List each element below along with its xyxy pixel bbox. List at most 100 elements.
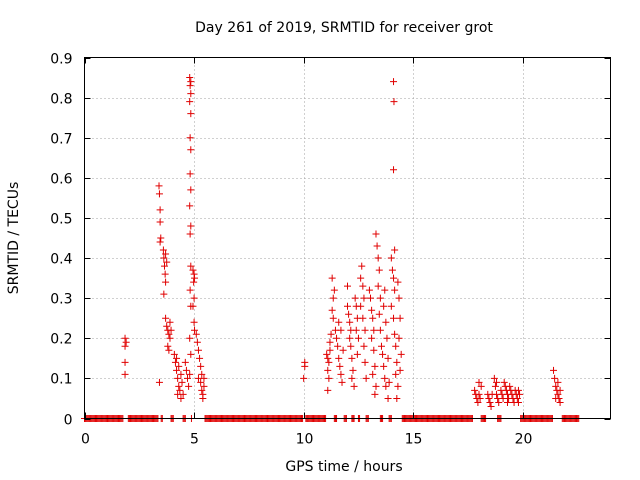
- data-point: [380, 302, 388, 310]
- data-point: [339, 346, 347, 354]
- data-point: [372, 230, 380, 238]
- data-point: [367, 294, 375, 302]
- data-point: [175, 362, 183, 370]
- data-point: [391, 246, 399, 254]
- data-point: [178, 378, 186, 386]
- data-point: [187, 90, 195, 98]
- data-point: [552, 382, 560, 390]
- data-point: [186, 334, 194, 342]
- data-point: [384, 394, 392, 402]
- data-point: [395, 294, 403, 302]
- data-point: [348, 354, 356, 362]
- data-point: [325, 374, 333, 382]
- data-point: [344, 282, 351, 290]
- data-point: [349, 366, 357, 374]
- data-point: [381, 286, 389, 294]
- data-point: [162, 250, 170, 258]
- data-point: [375, 310, 383, 318]
- data-point: [362, 374, 370, 382]
- y-tick-label: 0.3: [50, 292, 72, 308]
- data-point: [166, 318, 174, 326]
- data-point: [329, 294, 337, 302]
- data-point: [554, 390, 562, 398]
- data-point: [491, 382, 499, 390]
- data-point: [354, 334, 362, 342]
- data-point: [486, 398, 494, 406]
- data-point: [516, 390, 524, 398]
- data-point: [357, 274, 365, 282]
- data-point: [471, 386, 479, 394]
- data-point: [503, 398, 511, 406]
- data-point: [329, 314, 337, 322]
- y-tick-label: 0.6: [50, 172, 72, 188]
- data-point: [475, 378, 483, 386]
- data-point: [328, 306, 336, 314]
- data-point: [476, 394, 484, 402]
- data-point: [390, 166, 398, 174]
- data-point: [186, 82, 194, 90]
- data-point: [395, 334, 403, 342]
- data-point: [165, 346, 173, 354]
- data-point: [357, 302, 365, 310]
- x-tick-label: 20: [515, 432, 533, 448]
- data-point: [380, 362, 388, 370]
- data-point: [191, 326, 199, 334]
- data-point: [173, 354, 181, 362]
- data-point: [392, 342, 400, 350]
- data-point: [390, 274, 398, 282]
- y-tick-label: 0: [64, 413, 73, 429]
- data-point: [184, 374, 192, 382]
- data-point: [199, 394, 207, 402]
- data-point: [371, 362, 379, 370]
- data-point: [163, 258, 171, 266]
- data-point: [326, 338, 334, 346]
- data-point: [185, 382, 193, 390]
- data-point: [382, 382, 390, 390]
- data-point: [197, 362, 205, 370]
- data-point: [174, 390, 182, 398]
- data-point: [346, 334, 354, 342]
- data-point: [301, 362, 309, 370]
- data-point: [198, 370, 206, 378]
- data-point: [167, 326, 175, 334]
- data-point: [155, 378, 163, 386]
- data-point: [162, 278, 170, 286]
- data-point: [391, 330, 399, 338]
- data-point: [170, 350, 178, 358]
- data-point: [159, 246, 167, 254]
- data-point: [324, 386, 332, 394]
- data-point: [487, 402, 495, 410]
- data-point: [161, 270, 169, 278]
- data-point: [338, 378, 346, 386]
- data-point: [177, 394, 185, 402]
- data-point: [157, 234, 165, 242]
- y-axis-label: SRMTID / TECUs: [6, 182, 22, 295]
- data-point: [359, 282, 367, 290]
- data-point: [171, 358, 179, 366]
- data-point: [371, 390, 379, 398]
- x-tick-label: 15: [405, 432, 423, 448]
- data-point: [121, 342, 129, 350]
- chart-title: Day 261 of 2019, SRMTID for receiver gro…: [195, 20, 493, 36]
- data-point: [155, 190, 163, 198]
- data-point: [189, 302, 197, 310]
- data-point: [506, 382, 514, 390]
- data-point: [191, 274, 199, 282]
- data-point: [387, 302, 395, 310]
- data-point: [373, 242, 381, 250]
- data-point: [382, 318, 390, 326]
- data-point: [514, 386, 522, 394]
- data-point: [187, 146, 195, 154]
- data-point: [348, 374, 356, 382]
- data-point: [360, 342, 368, 350]
- data-point: [190, 278, 198, 286]
- data-point: [353, 350, 361, 358]
- data-point: [187, 110, 195, 118]
- data-point: [370, 346, 378, 354]
- data-point: [162, 314, 170, 322]
- data-point: [160, 290, 168, 298]
- data-point: [396, 366, 404, 374]
- data-point: [495, 398, 503, 406]
- data-point: [121, 358, 129, 366]
